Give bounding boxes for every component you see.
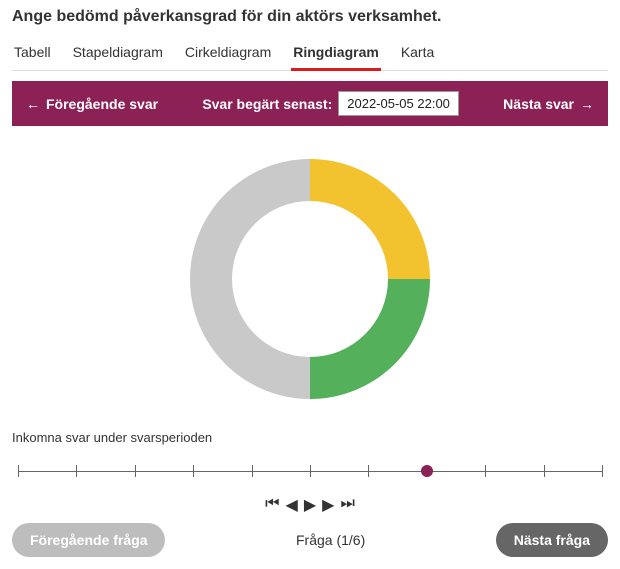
timeline-tick — [252, 465, 253, 477]
prev-response-label: Föregående svar — [46, 96, 158, 112]
timeline-tick — [485, 465, 486, 477]
first-icon[interactable]: ⏮ — [265, 495, 279, 515]
chart-subtitle: Inkomna svar under svarsperioden — [12, 430, 608, 445]
timeline-tick — [193, 465, 194, 477]
last-icon[interactable]: ⏭ — [340, 495, 354, 515]
timeline-tick — [602, 465, 603, 477]
tab-bar: Tabell Stapeldiagram Cirkeldiagram Ringdiag… — [12, 38, 608, 71]
question-counter: Fråga (1/6) — [296, 532, 365, 548]
footer-bar: Föregående fråga Fråga (1/6) Nästa fråga — [12, 523, 608, 557]
prev-response-link[interactable]: ← Föregående svar — [26, 96, 158, 112]
ring-chart — [175, 144, 445, 414]
next-icon[interactable]: ▶ — [322, 495, 334, 515]
timeline-marker[interactable] — [421, 465, 433, 477]
play-icon[interactable]: ▶ — [304, 495, 316, 515]
next-response-link[interactable]: Nästa svar → — [503, 96, 594, 112]
timeline-tick — [544, 465, 545, 477]
arrow-left-icon: ← — [26, 96, 40, 112]
page-title: Ange bedömd påverkansgrad för din aktörs… — [12, 8, 608, 26]
tab-cirkeldiagram[interactable]: Cirkeldiagram — [183, 38, 273, 70]
tab-tabell[interactable]: Tabell — [12, 38, 53, 70]
prev-icon[interactable]: ◀ — [286, 495, 298, 515]
donut-slice — [190, 159, 310, 399]
next-response-label: Nästa svar — [503, 96, 574, 112]
arrow-right-icon: → — [580, 96, 594, 112]
deadline-value: 2022-05-05 22:00 — [338, 91, 459, 116]
chart-area — [12, 126, 608, 424]
timeline-tick — [76, 465, 77, 477]
deadline-display: Svar begärt senast: 2022-05-05 22:00 — [202, 91, 459, 116]
timeline-slider[interactable] — [18, 457, 602, 485]
deadline-label: Svar begärt senast: — [202, 96, 332, 112]
tab-ringdiagram[interactable]: Ringdiagram — [291, 38, 381, 70]
tab-karta[interactable]: Karta — [399, 38, 436, 70]
prev-question-button[interactable]: Föregående fråga — [12, 523, 165, 557]
timeline-tick — [310, 465, 311, 477]
timeline-tick — [18, 465, 19, 477]
response-navbar: ← Föregående svar Svar begärt senast: 20… — [12, 81, 608, 126]
tab-stapeldiagram[interactable]: Stapeldiagram — [71, 38, 165, 70]
timeline-tick — [135, 465, 136, 477]
timeline-tick — [368, 465, 369, 477]
playback-controls: ⏮ ◀ ▶ ▶ ⏭ — [12, 495, 608, 515]
donut-slice — [310, 159, 430, 279]
donut-slice — [310, 279, 430, 399]
next-question-button[interactable]: Nästa fråga — [496, 523, 608, 557]
